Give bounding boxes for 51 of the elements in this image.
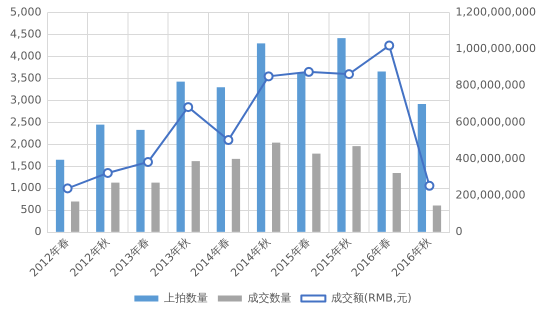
y2-tick-label: 600,000,000 [456, 115, 526, 128]
y2-tick-label: 1,200,000,000 [456, 5, 536, 18]
point [384, 40, 394, 51]
point [223, 135, 234, 146]
bar [136, 130, 145, 232]
y2-tick-label: 1,000,000,000 [456, 42, 536, 56]
legend-label: 上拍数量 [164, 291, 208, 304]
point [304, 66, 314, 77]
y-tick-label: 2,500 [10, 115, 42, 128]
bar [392, 172, 401, 232]
y-tick-label: 500 [20, 203, 42, 216]
point [264, 71, 274, 82]
y-tick-label: 0 [34, 225, 42, 238]
point [424, 180, 434, 191]
point [183, 102, 194, 112]
y-tick-label: 1,000 [10, 181, 42, 194]
y2-tick-label: 0 [456, 225, 463, 238]
bar [272, 142, 280, 232]
y2-tick-label: 400,000,000 [456, 152, 526, 165]
bar [192, 161, 200, 232]
y-tick-label: 3,500 [10, 71, 42, 84]
bar [297, 73, 306, 232]
point [143, 157, 153, 168]
y-tick-label: 1,500 [10, 159, 42, 172]
bar [70, 202, 80, 232]
y-tick-label: 4,000 [10, 49, 42, 62]
bar [418, 104, 426, 232]
bar [216, 87, 226, 232]
bar [232, 158, 240, 232]
bar [312, 154, 320, 232]
bar [352, 146, 361, 232]
bar [111, 182, 120, 232]
bar [337, 38, 346, 232]
bar [378, 71, 386, 232]
legend-label: 成交数量 [247, 291, 292, 304]
bar [256, 43, 266, 232]
bar [96, 124, 104, 232]
bar [151, 182, 160, 232]
y2-tick-label: 800,000,000 [456, 78, 526, 92]
y-tick-label: 5,000 [10, 5, 42, 18]
point [62, 183, 73, 194]
point [344, 69, 354, 80]
bar [432, 206, 442, 232]
bar [56, 160, 64, 232]
y-tick-label: 2,000 [10, 137, 42, 150]
y-tick-label: 4,500 [10, 27, 42, 40]
legend-label: 成交额(RMB,元) [330, 291, 412, 304]
y-tick-label: 3,000 [10, 93, 42, 106]
point [102, 168, 113, 178]
bar [176, 82, 185, 232]
y2-tick-label: 200,000,000 [456, 188, 526, 202]
